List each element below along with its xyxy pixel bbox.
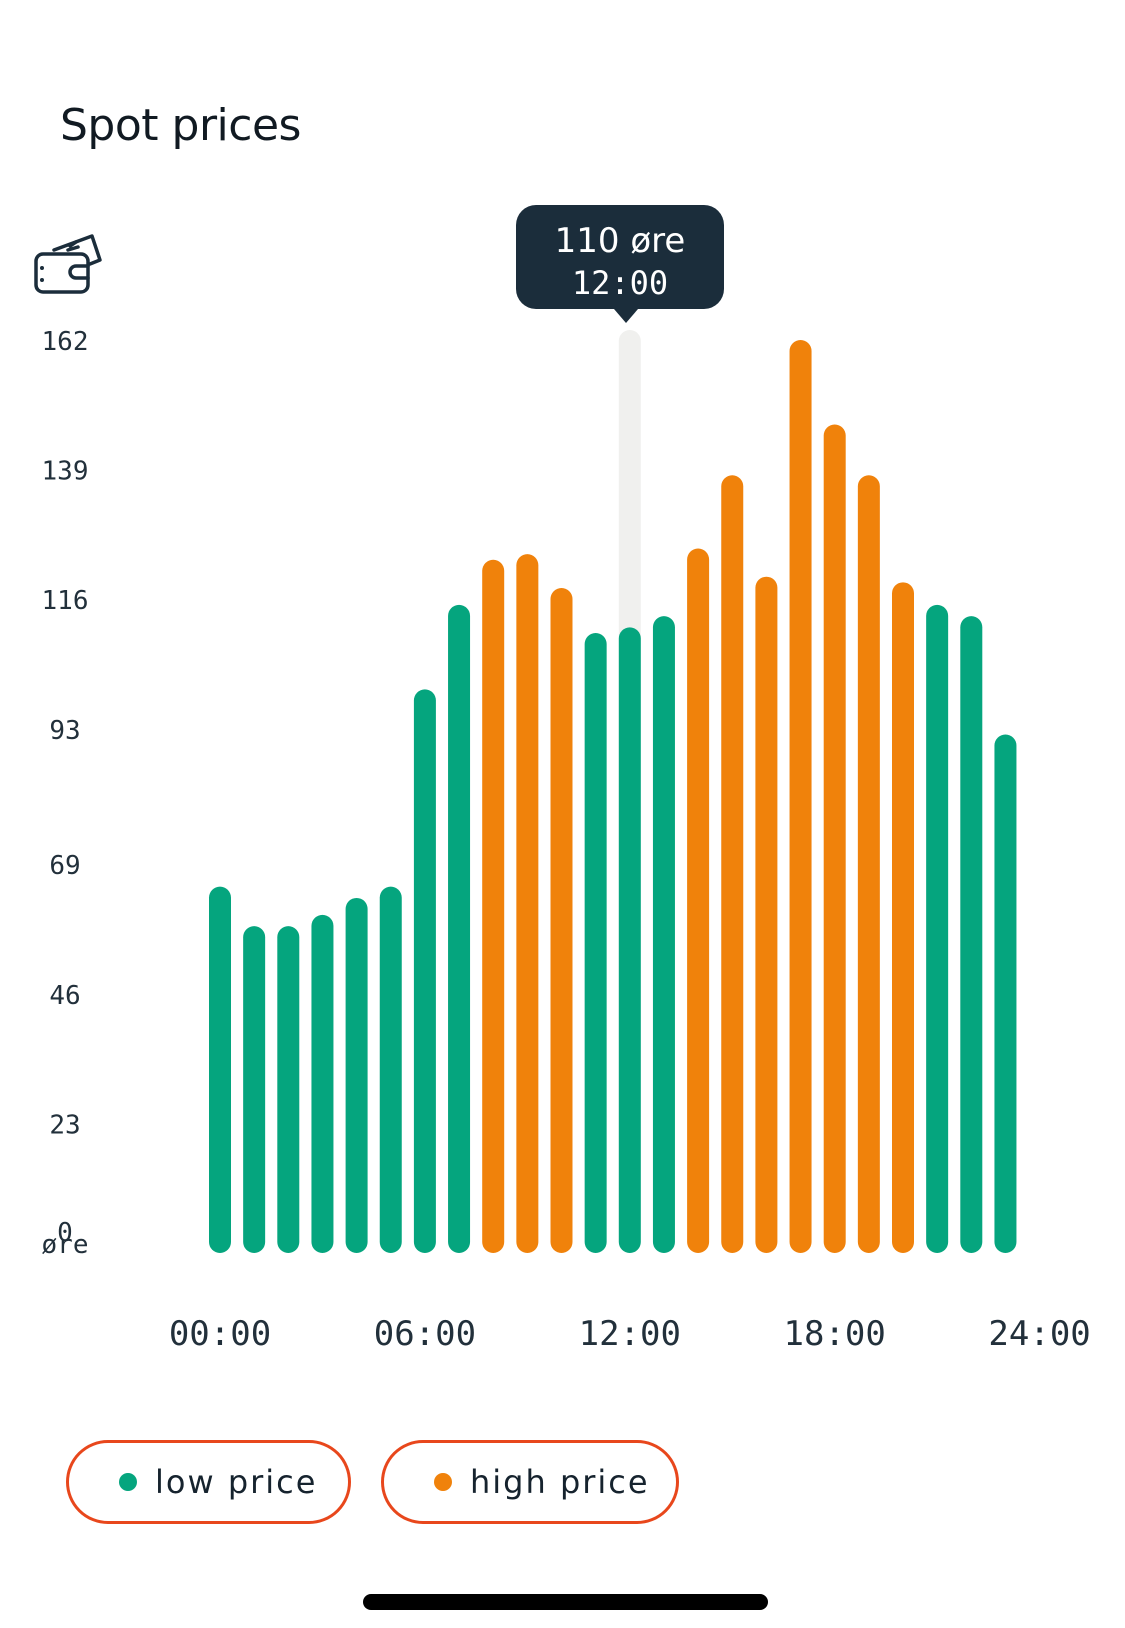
price-bar-hour-21[interactable] <box>926 604 949 1253</box>
x-tick-label: 18:00 <box>784 1314 886 1354</box>
tooltip-pointer <box>614 309 638 323</box>
price-bar-hour-3[interactable] <box>311 914 334 1253</box>
price-bar-hour-7[interactable] <box>448 604 471 1253</box>
tooltip-value: 110 øre <box>555 221 686 261</box>
y-tick-label: 139 <box>42 457 89 487</box>
y-tick-label: 116 <box>42 586 89 616</box>
tooltip-background <box>516 205 724 309</box>
price-bar-hour-12[interactable] <box>618 627 641 1253</box>
y-axis-label: øre <box>42 1230 89 1260</box>
y-tick-label: 93 <box>49 716 80 746</box>
price-bar-hour-10[interactable] <box>550 587 573 1253</box>
price-bar-hour-17[interactable] <box>789 340 812 1253</box>
price-bar-hour-22[interactable] <box>960 616 983 1253</box>
legend-high-price[interactable]: high price <box>381 1440 679 1524</box>
price-bar-hour-4[interactable] <box>345 897 368 1253</box>
legend-low-label: low price <box>155 1463 318 1501</box>
price-bar-hour-14[interactable] <box>687 548 710 1253</box>
price-bar-hour-20[interactable] <box>892 582 914 1253</box>
price-bar-hour-1[interactable] <box>243 926 266 1253</box>
price-bar-hour-16[interactable] <box>755 576 778 1253</box>
price-bar-hour-13[interactable] <box>652 616 675 1253</box>
price-bar-hour-2[interactable] <box>277 926 300 1253</box>
price-bar-hour-15[interactable] <box>721 475 744 1253</box>
price-bar-hour-9[interactable] <box>516 554 539 1253</box>
price-bar-hour-0[interactable] <box>209 886 231 1253</box>
wallet-icon <box>34 234 102 294</box>
price-bar-hour-8[interactable] <box>482 559 505 1253</box>
price-tooltip: 110 øre 12:00 <box>516 205 724 323</box>
legend-low-price[interactable]: low price <box>66 1440 351 1524</box>
page-title: Spot prices <box>60 100 301 151</box>
x-tick-label: 00:00 <box>169 1314 271 1354</box>
x-tick-label: 12:00 <box>579 1314 681 1354</box>
price-bar-hour-6[interactable] <box>413 689 436 1253</box>
tooltip-time: 12:00 <box>572 264 668 302</box>
home-indicator <box>363 1594 768 1610</box>
y-tick-label: 162 <box>42 327 89 357</box>
low-price-dot <box>119 1473 137 1491</box>
price-bar-hour-18[interactable] <box>823 424 846 1253</box>
price-bar-hour-19[interactable] <box>857 475 880 1253</box>
price-bar-hour-23[interactable] <box>994 734 1017 1253</box>
x-tick-label: 06:00 <box>374 1314 476 1354</box>
y-tick-label: 69 <box>49 851 80 881</box>
y-tick-label: 0 <box>57 1218 73 1248</box>
spot-price-chart: 162 139 116 93 69 46 23 0 øre 00:00 06:00 12:00 18… <box>42 205 1091 1354</box>
legend-high-label: high price <box>470 1463 650 1501</box>
price-bar-hour-11[interactable] <box>584 633 607 1253</box>
y-tick-label: 46 <box>49 981 80 1011</box>
y-tick-label: 23 <box>49 1110 80 1140</box>
x-tick-label: 24:00 <box>988 1314 1090 1354</box>
price-bar-hour-5[interactable] <box>379 886 402 1253</box>
high-price-dot <box>434 1473 452 1491</box>
